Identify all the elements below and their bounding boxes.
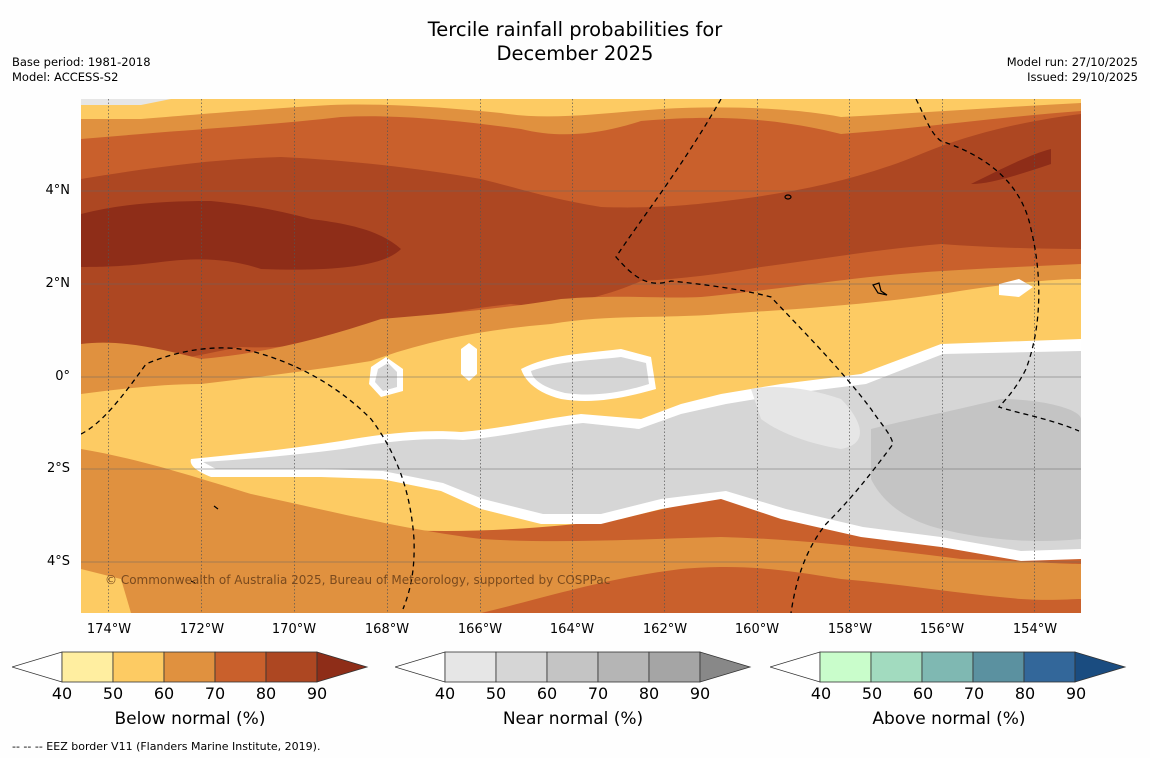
map-title: Tercile rainfall probabilities for Decem… [0,18,1150,66]
lon-label-156w: 156°W [919,622,965,637]
zone-50-60-southwest [81,569,131,613]
zone-near-normal-light [751,387,860,449]
lon-label-174w: 174°W [86,622,132,637]
rainfall-map: © Commonwealth of Australia 2025, Bureau… [81,99,1081,613]
lon-label-170w: 170°W [271,622,317,637]
model-run: Model run: 27/10/2025 [1006,55,1138,69]
cbar-below-swatch-3 [214,651,267,683]
lat-label-4n: 4°N [45,183,71,198]
zone-70-80-bottom [481,567,1081,613]
zone-50-60-top [81,99,1081,119]
cbar-near-swatch-2 [546,651,599,683]
meta-right: Model run: 27/10/2025 Issued: 29/10/2025 [1007,55,1138,85]
colorbar-below-normal [12,651,369,683]
model-name: Model: ACCESS-S2 [12,70,119,84]
eez-footer-note: -- -- -- EEZ border V11 (Flanders Marine… [12,740,321,753]
zone-90-plus-east [971,149,1051,184]
zone-near-normal-dark [871,399,1081,541]
lat-lines [81,190,1081,563]
zone-near-normal [203,351,1081,551]
below-tick-80: 80 [255,684,277,703]
below-normal-label: Below normal (%) [114,709,266,729]
cbar-above-swatch-0 [819,651,872,683]
zone-near-normal-north-inner [531,357,649,395]
above-tick-50: 50 [861,684,883,703]
zone-80-90 [81,114,1081,374]
island-3 [213,505,219,510]
cbar-above-low-cap [770,651,821,683]
colorbar-above-normal [770,651,1127,683]
lon-label-166w: 166°W [457,622,503,637]
lon-label-160w: 160°W [734,622,780,637]
near-tick-40: 40 [434,684,456,703]
above-normal-label: Above normal (%) [872,709,1026,729]
above-tick-60: 60 [912,684,934,703]
cbar-near-swatch-3 [597,651,650,683]
zone-near-normal-island-mid [461,343,477,381]
cbar-near-swatch-1 [495,651,548,683]
lon-label-168w: 168°W [364,622,410,637]
base-period: Base period: 1981-2018 [12,55,151,69]
cbar-above-swatch-3 [972,651,1025,683]
lon-label-162w: 162°W [642,622,688,637]
eez-north [615,99,894,613]
cbar-near-low-cap [395,651,446,683]
eez-border-lines [81,99,1080,613]
meta-left: Base period: 1981-2018 Model: ACCESS-S2 [12,55,151,85]
island-4 [190,580,196,584]
cbar-below-high-cap [316,651,369,683]
cbar-below-swatch-0 [61,651,114,683]
islands [190,194,888,584]
zone-40-50-top [81,99,171,105]
below-tick-50: 50 [102,684,124,703]
above-tick-70: 70 [963,684,985,703]
title-line-2: December 2025 [496,42,654,65]
lon-label-164w: 164°W [549,622,595,637]
cbar-above-swatch-2 [921,651,974,683]
island-1 [784,194,792,200]
cbar-near-high-cap [699,651,752,683]
eez-east [915,99,1080,432]
below-tick-40: 40 [51,684,73,703]
near-normal-label: Near normal (%) [502,709,644,729]
zone-90-plus [81,201,401,270]
below-tick-70: 70 [204,684,226,703]
zone-60-70-bottom [81,449,1081,613]
issued-date: Issued: 29/10/2025 [1027,70,1138,84]
eez-west [81,347,415,610]
cbar-above-high-cap [1074,651,1127,683]
near-tick-60: 60 [536,684,558,703]
lat-label-4s: 4°S [46,554,70,569]
near-tick-80: 80 [638,684,660,703]
lat-label-2s: 2°S [46,461,70,476]
above-tick-90: 90 [1065,684,1087,703]
zone-near-normal-island-east [999,279,1033,297]
gridlines [108,99,1035,613]
lon-label-158w: 158°W [827,622,873,637]
island-2 [872,282,888,296]
below-tick-60: 60 [153,684,175,703]
near-tick-50: 50 [485,684,507,703]
lat-label-2n: 2°N [45,276,71,291]
near-tick-90: 90 [689,684,711,703]
cbar-below-low-cap [12,651,63,683]
below-tick-90: 90 [306,684,328,703]
cbar-below-swatch-4 [265,651,318,683]
near-tick-70: 70 [587,684,609,703]
title-line-1: Tercile rainfall probabilities for [427,18,723,41]
cbar-below-swatch-1 [112,651,165,683]
above-tick-40: 40 [810,684,832,703]
cbar-near-swatch-4 [648,651,701,683]
cbar-below-swatch-2 [163,651,216,683]
cbar-above-swatch-4 [1023,651,1076,683]
colorbar-near-normal [395,651,752,683]
cbar-near-swatch-0 [444,651,497,683]
copyright-text: © Commonwealth of Australia 2025, Bureau… [105,573,610,587]
above-tick-80: 80 [1014,684,1036,703]
lon-label-172w: 172°W [179,622,225,637]
lat-label-0: 0° [55,369,70,384]
lon-label-154w: 154°W [1012,622,1058,637]
cbar-above-swatch-1 [870,651,923,683]
